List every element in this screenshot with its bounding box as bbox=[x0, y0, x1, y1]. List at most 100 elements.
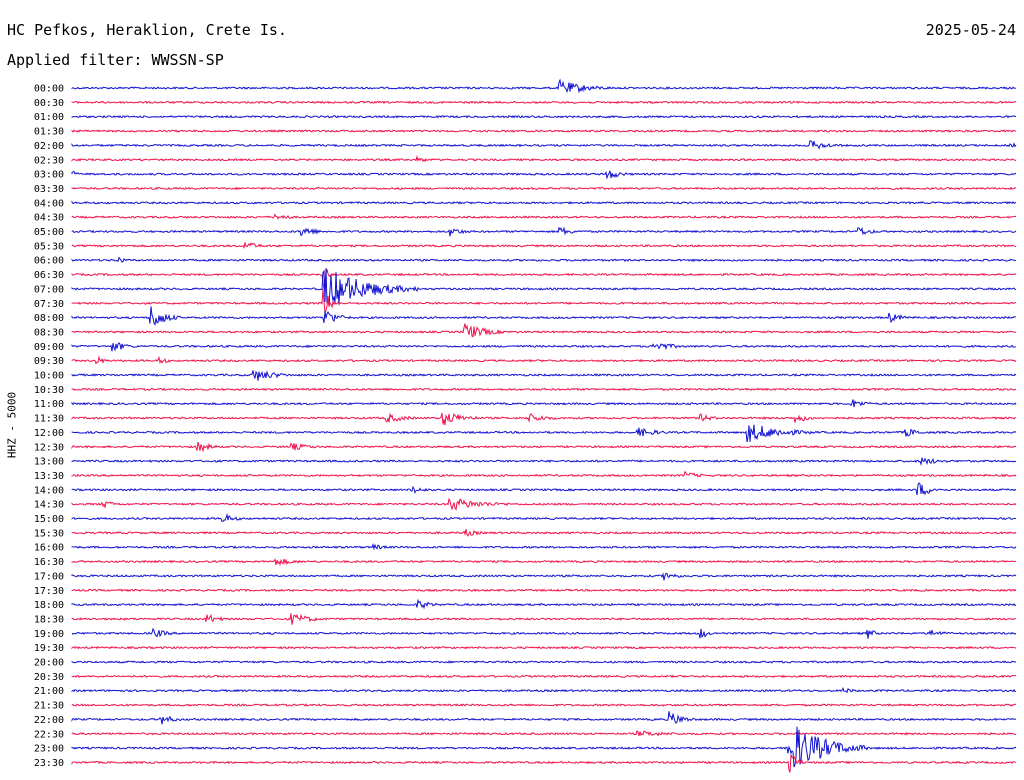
row-time-label: 17:30 bbox=[34, 586, 64, 597]
trace-row bbox=[71, 482, 1017, 496]
trace-row bbox=[71, 441, 1017, 453]
trace-row bbox=[71, 497, 1017, 511]
trace-row bbox=[71, 289, 1017, 315]
trace-row bbox=[71, 513, 1017, 522]
row-time-label: 12:00 bbox=[34, 428, 64, 439]
trace-row bbox=[71, 686, 1017, 694]
trace-row bbox=[71, 355, 1017, 365]
row-time-label: 18:30 bbox=[34, 614, 64, 625]
trace-row bbox=[71, 674, 1017, 679]
trace-row bbox=[71, 645, 1017, 650]
row-time-label: 09:00 bbox=[34, 342, 64, 353]
row-time-label: 05:00 bbox=[34, 227, 64, 238]
row-time-label: 03:30 bbox=[34, 184, 64, 195]
trace-row bbox=[71, 200, 1017, 205]
trace-row bbox=[71, 242, 1017, 250]
trace-row bbox=[71, 399, 1017, 408]
trace-row bbox=[71, 711, 1017, 725]
trace-row bbox=[71, 470, 1017, 478]
trace-row bbox=[71, 387, 1017, 392]
trace-row bbox=[71, 543, 1017, 551]
station-title: HC Pefkos, Heraklion, Crete Is. bbox=[7, 21, 287, 39]
trace-row bbox=[71, 306, 1017, 326]
trace-row bbox=[71, 726, 1017, 768]
row-time-label: 00:00 bbox=[34, 84, 64, 95]
trace-row bbox=[71, 754, 1017, 773]
trace-row bbox=[71, 529, 1017, 537]
seismic-traces bbox=[71, 78, 1017, 773]
date-label: 2025-05-24 bbox=[925, 21, 1016, 39]
row-time-label: 04:30 bbox=[34, 213, 64, 224]
filter-label: Applied filter: WWSSN-SP bbox=[7, 51, 224, 69]
row-time-label: 12:30 bbox=[34, 442, 64, 453]
row-time-label: 07:00 bbox=[34, 284, 64, 295]
trace-row bbox=[71, 269, 1017, 290]
row-time-label: 07:30 bbox=[34, 299, 64, 310]
row-time-label: 01:30 bbox=[34, 127, 64, 138]
row-time-label: 05:30 bbox=[34, 241, 64, 252]
row-time-label: 19:00 bbox=[34, 629, 64, 640]
row-time-label: 21:30 bbox=[34, 701, 64, 712]
row-time-label: 06:00 bbox=[34, 256, 64, 267]
row-time-label: 21:00 bbox=[34, 686, 64, 697]
trace-row bbox=[71, 730, 1017, 737]
trace-row bbox=[71, 256, 1017, 263]
trace-row bbox=[71, 114, 1017, 119]
row-time-label: 00:30 bbox=[34, 98, 64, 109]
row-time-label: 08:00 bbox=[34, 313, 64, 324]
row-time-label: 08:30 bbox=[34, 327, 64, 338]
row-time-label: 11:00 bbox=[34, 399, 64, 410]
row-time-label: 15:30 bbox=[34, 528, 64, 539]
row-time-label: 17:00 bbox=[34, 571, 64, 582]
row-time-label: 16:30 bbox=[34, 557, 64, 568]
trace-row bbox=[71, 627, 1017, 639]
trace-row bbox=[71, 660, 1017, 664]
row-time-label: 13:30 bbox=[34, 471, 64, 482]
trace-row bbox=[71, 226, 1017, 237]
row-time-label: 03:00 bbox=[34, 170, 64, 181]
trace-row bbox=[71, 703, 1017, 707]
row-time-label: 14:30 bbox=[34, 500, 64, 511]
row-time-labels: 00:00 00:30 01:00 01:30 02:00 02:30 03:00 03:30… bbox=[34, 84, 64, 769]
row-time-label: 14:00 bbox=[34, 485, 64, 496]
row-time-label: 23:30 bbox=[34, 758, 64, 769]
row-time-label: 23:00 bbox=[34, 744, 64, 755]
row-time-label: 22:30 bbox=[34, 729, 64, 740]
trace-row bbox=[71, 139, 1017, 150]
row-time-label: 10:30 bbox=[34, 385, 64, 396]
trace-row bbox=[71, 412, 1017, 426]
row-time-label: 19:30 bbox=[34, 643, 64, 654]
trace-row bbox=[71, 323, 1017, 338]
trace-row bbox=[71, 129, 1017, 133]
row-time-label: 18:00 bbox=[34, 600, 64, 611]
row-time-label: 10:00 bbox=[34, 371, 64, 382]
trace-row bbox=[71, 341, 1017, 352]
row-time-label: 22:00 bbox=[34, 715, 64, 726]
trace-row bbox=[71, 613, 1017, 625]
trace-row bbox=[71, 598, 1017, 610]
trace-row bbox=[71, 100, 1017, 105]
trace-row bbox=[71, 154, 1017, 163]
row-time-label: 01:00 bbox=[34, 112, 64, 123]
trace-row bbox=[71, 213, 1017, 220]
trace-row bbox=[71, 572, 1017, 581]
row-time-label: 20:00 bbox=[34, 658, 64, 669]
trace-row bbox=[71, 268, 1017, 306]
trace-row bbox=[71, 588, 1017, 593]
trace-row bbox=[71, 186, 1017, 191]
trace-row bbox=[71, 424, 1017, 443]
trace-row bbox=[71, 558, 1017, 567]
row-time-label: 13:00 bbox=[34, 457, 64, 468]
trace-row bbox=[71, 370, 1017, 381]
row-time-label: 02:30 bbox=[34, 155, 64, 166]
row-time-label: 06:30 bbox=[34, 270, 64, 281]
row-time-label: 02:00 bbox=[34, 141, 64, 152]
row-time-label: 16:00 bbox=[34, 543, 64, 554]
trace-row bbox=[71, 457, 1017, 467]
trace-row bbox=[71, 78, 1017, 94]
trace-row bbox=[71, 170, 1017, 180]
row-time-label: 11:30 bbox=[34, 414, 64, 425]
row-time-label: 15:00 bbox=[34, 514, 64, 525]
row-time-label: 04:00 bbox=[34, 198, 64, 209]
